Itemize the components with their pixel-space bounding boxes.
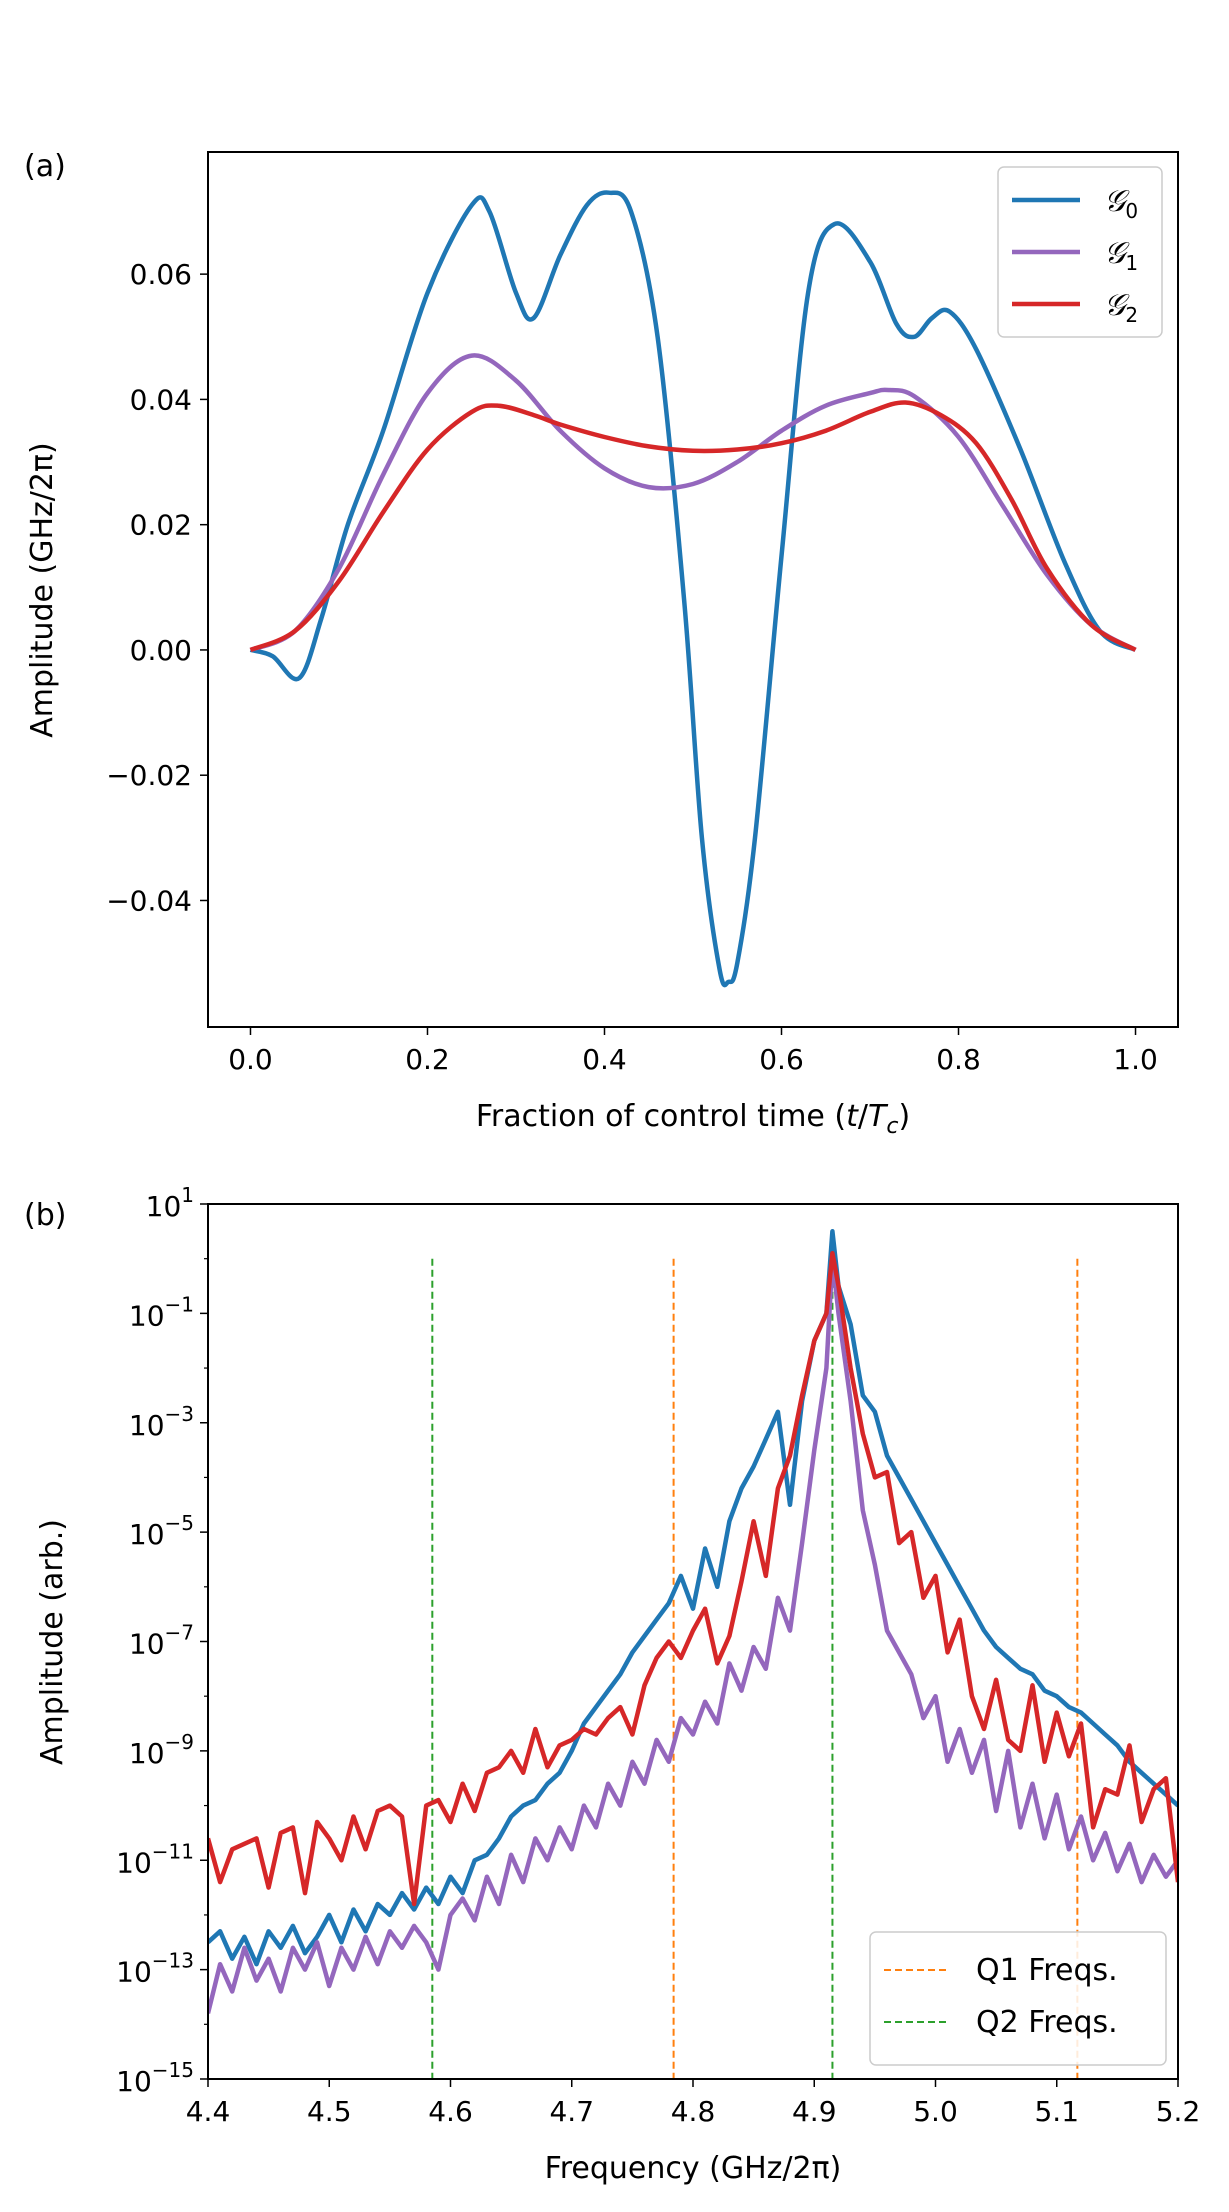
y-tick-label: 10−9 bbox=[129, 1730, 194, 1770]
y-tick-label: 0.04 bbox=[130, 383, 192, 416]
y-tick-label: 10−1 bbox=[129, 1292, 194, 1332]
series-line-g0 bbox=[249, 190, 1137, 988]
x-tick-label: 4.4 bbox=[186, 2095, 231, 2128]
legend-label-g1: 𝒢1 bbox=[1104, 236, 1138, 275]
panel-b-ylabel: Amplitude (arb.) bbox=[35, 1519, 70, 1765]
x-tick-label: 4.7 bbox=[549, 2095, 594, 2128]
spectrum-line-g1 bbox=[208, 1256, 1178, 2014]
legend-box bbox=[869, 1931, 1167, 2066]
panel-a-label: (a) bbox=[24, 149, 66, 184]
panel-a: (a) 0.0 0.2 0.4 0.6 0.8 1.0 −0.04 −0.02 0.00 0.02… bbox=[24, 149, 1179, 1139]
panel-b-plot-area bbox=[208, 1229, 1178, 2079]
x-tick-label: 0.6 bbox=[759, 1043, 804, 1076]
legend-label: Q2 Freqs. bbox=[976, 2005, 1118, 2040]
panel-b: (b) 4.4 4.5 4.6 4.7 4.8 4.9 5.0 5.1 5.2 10−15 10−1… bbox=[24, 1183, 1200, 2186]
y-tick-label: 10−5 bbox=[129, 1511, 194, 1551]
panel-a-frame bbox=[207, 151, 1179, 1028]
legend-label-g0: 𝒢0 bbox=[1104, 184, 1138, 223]
x-tick-label: 4.6 bbox=[428, 2095, 473, 2128]
spectrum-line-g2 bbox=[208, 1250, 1178, 1907]
y-tick-label: 0.00 bbox=[130, 634, 192, 667]
x-tick-label: 1.0 bbox=[1113, 1043, 1158, 1076]
x-tick-label: 0.4 bbox=[582, 1043, 627, 1076]
series-line-g1 bbox=[249, 353, 1137, 653]
panel-a-marks bbox=[249, 190, 1137, 988]
x-tick-label: 5.0 bbox=[913, 2095, 958, 2128]
panel-b-legend: Q1 Freqs. Q2 Freqs. bbox=[869, 1931, 1167, 2066]
spectrum-line-g0 bbox=[208, 1229, 1178, 1967]
y-tick-label: 10−3 bbox=[129, 1402, 194, 1442]
y-tick-label: −0.02 bbox=[106, 759, 192, 792]
x-tick-label: 4.8 bbox=[671, 2095, 716, 2128]
y-tick-label: −0.04 bbox=[106, 884, 192, 917]
x-tick-label: 4.5 bbox=[307, 2095, 352, 2128]
x-tick-label: 5.1 bbox=[1034, 2095, 1079, 2128]
x-tick-label: 0.2 bbox=[405, 1043, 450, 1076]
panel-a-ticks: 0.0 0.2 0.4 0.6 0.8 1.0 −0.04 −0.02 0.00 0.02 0.04… bbox=[106, 258, 1158, 1076]
y-tick-label: 0.02 bbox=[130, 509, 192, 542]
panel-b-xlabel: Frequency (GHz/2π) bbox=[545, 2151, 842, 2186]
panel-a-xlabel: Fraction of control time (t/Tc) bbox=[476, 1099, 910, 1139]
y-tick-label: 10−11 bbox=[116, 1839, 194, 1879]
x-tick-label: 4.9 bbox=[792, 2095, 837, 2128]
panel-b-marks bbox=[208, 1229, 1178, 2079]
series-line-g2 bbox=[249, 400, 1137, 653]
y-tick-label: 10−13 bbox=[116, 1949, 194, 1989]
legend-label: Q1 Freqs. bbox=[976, 1953, 1118, 1988]
x-tick-label: 5.2 bbox=[1156, 2095, 1201, 2128]
panel-b-label: (b) bbox=[24, 1198, 66, 1233]
y-tick-label: 10−7 bbox=[129, 1621, 194, 1661]
y-tick-label: 10−15 bbox=[116, 2058, 194, 2098]
y-tick-label: 0.06 bbox=[130, 258, 192, 291]
panel-b-ticks: 4.4 4.5 4.6 4.7 4.8 4.9 5.0 5.1 5.2 10−15 10−13 10−… bbox=[116, 1183, 1200, 2128]
y-tick-label: 101 bbox=[146, 1183, 194, 1223]
panel-a-ylabel: Amplitude (GHz/2π) bbox=[25, 442, 60, 738]
x-tick-label: 0.8 bbox=[936, 1043, 981, 1076]
x-tick-label: 0.0 bbox=[228, 1043, 273, 1076]
